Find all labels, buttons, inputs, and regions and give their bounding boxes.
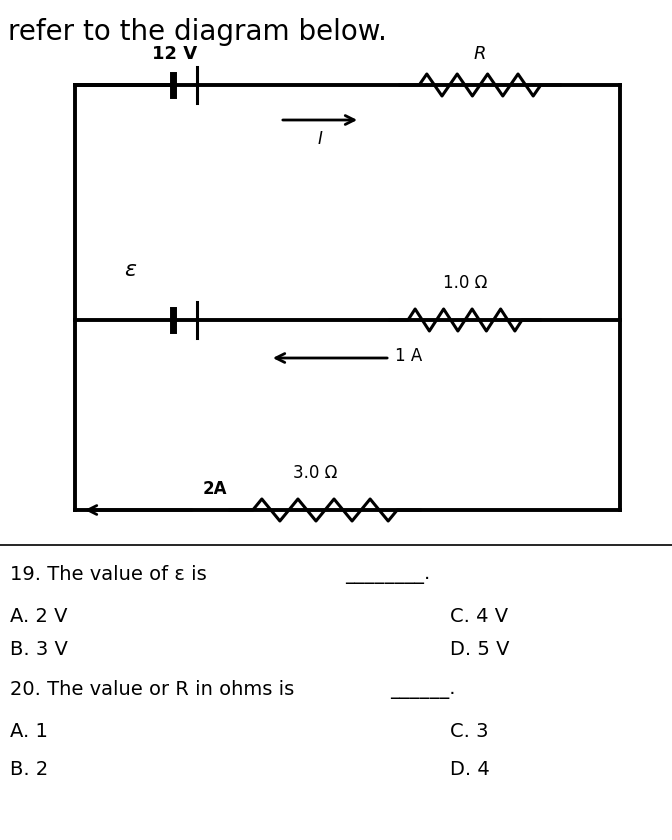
Text: 3.0 Ω: 3.0 Ω — [293, 464, 337, 482]
Text: B. 3 V: B. 3 V — [10, 640, 68, 659]
Text: 1.0 Ω: 1.0 Ω — [443, 274, 487, 292]
Text: D. 5 V: D. 5 V — [450, 640, 509, 659]
Text: ________.: ________. — [345, 565, 430, 584]
Text: B. 2: B. 2 — [10, 760, 48, 779]
Text: A. 1: A. 1 — [10, 722, 48, 741]
Text: 2A: 2A — [203, 480, 228, 498]
Text: D. 4: D. 4 — [450, 760, 490, 779]
Text: R: R — [474, 45, 487, 63]
Text: refer to the diagram below.: refer to the diagram below. — [8, 18, 387, 46]
Text: C. 4 V: C. 4 V — [450, 607, 508, 626]
Text: 20. The value or R in ohms is: 20. The value or R in ohms is — [10, 680, 300, 699]
Text: 12 V: 12 V — [153, 45, 198, 63]
Text: ε: ε — [124, 260, 136, 280]
Text: A. 2 V: A. 2 V — [10, 607, 67, 626]
Text: 1 A: 1 A — [395, 347, 422, 365]
Text: 19. The value of ε is: 19. The value of ε is — [10, 565, 213, 584]
Text: ______.: ______. — [390, 680, 456, 699]
Text: C. 3: C. 3 — [450, 722, 489, 741]
Text: I: I — [318, 130, 323, 148]
